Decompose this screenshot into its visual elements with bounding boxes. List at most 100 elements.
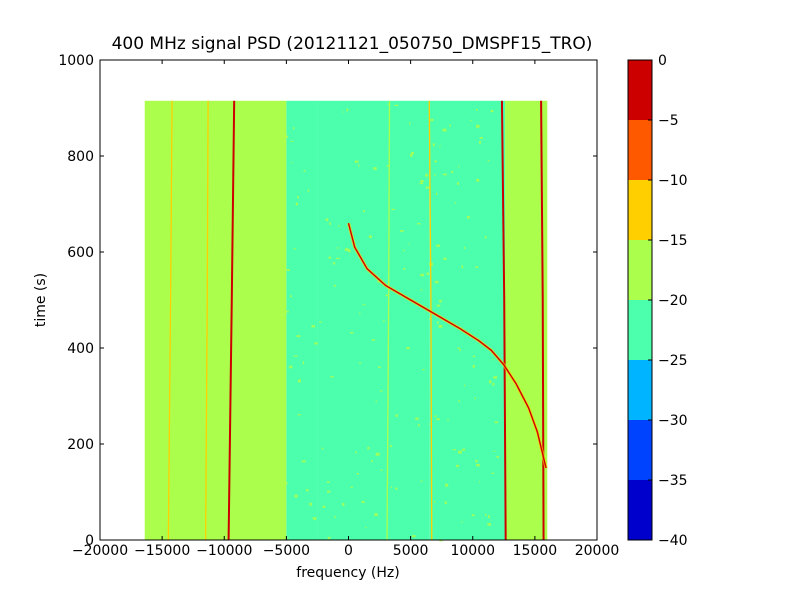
psd-speckle xyxy=(452,449,457,451)
psd-speckle xyxy=(326,481,330,483)
psd-speckle xyxy=(371,339,376,341)
x-tick-label: −20000 xyxy=(72,543,128,559)
psd-speckle xyxy=(406,347,410,350)
colorbar-axis: −40 −35 −30 −25 −20 −15 −10 −5 0 xyxy=(648,53,688,549)
psd-speckle xyxy=(403,267,406,270)
psd-speckle xyxy=(337,247,339,249)
psd-speckle xyxy=(439,145,441,147)
psd-speckle xyxy=(490,109,494,113)
x-tick-label: 20000 xyxy=(575,543,620,559)
psd-speckle xyxy=(302,361,305,365)
psd-speckle xyxy=(286,310,289,313)
psd-speckle xyxy=(344,248,349,252)
psd-speckle xyxy=(295,202,298,206)
psd-speckle xyxy=(296,335,301,338)
psd-speckle xyxy=(466,215,470,219)
psd-speckle xyxy=(455,464,460,468)
psd-speckle xyxy=(350,486,353,489)
carrier-line xyxy=(500,100,507,541)
psd-speckle xyxy=(492,382,495,386)
psd-speckle xyxy=(476,464,480,467)
psd-speckle xyxy=(476,108,478,111)
psd-speckle xyxy=(358,164,360,167)
psd-band xyxy=(317,100,430,541)
psd-speckle xyxy=(438,324,443,328)
psd-speckle xyxy=(400,230,404,232)
psd-speckle xyxy=(293,355,298,357)
colorbar-segment xyxy=(628,300,652,360)
y-tick-label: 600 xyxy=(67,245,94,261)
carrier-line xyxy=(386,100,391,541)
psd-speckle xyxy=(409,154,413,157)
psd-speckle xyxy=(333,284,336,288)
x-tick-label: −10000 xyxy=(196,543,252,559)
heatmap-plot xyxy=(144,100,548,542)
psd-speckle xyxy=(365,526,367,528)
colorbar-tick-label: −25 xyxy=(658,353,688,369)
psd-speckle xyxy=(443,257,447,260)
psd-speckle xyxy=(457,347,461,349)
colorbar-tick-label: 0 xyxy=(658,53,667,69)
psd-speckle xyxy=(422,369,425,371)
psd-speckle xyxy=(321,447,324,450)
psd-speckle xyxy=(287,537,289,539)
psd-speckle xyxy=(292,126,295,130)
psd-speckle xyxy=(293,248,297,250)
colorbar-tick-label: −10 xyxy=(658,173,688,189)
psd-speckle xyxy=(342,111,344,113)
psd-speckle xyxy=(436,418,440,421)
psd-speckle xyxy=(447,419,449,421)
psd-speckle xyxy=(309,502,313,506)
psd-speckle xyxy=(425,186,430,189)
psd-speckle xyxy=(479,137,483,139)
psd-speckle xyxy=(474,397,476,400)
y-tick-label: 1000 xyxy=(58,53,94,69)
colorbar-tick-label: −5 xyxy=(658,113,679,129)
psd-speckle xyxy=(375,400,377,403)
psd-speckle xyxy=(297,195,299,199)
psd-speckle xyxy=(307,189,310,192)
psd-speckle xyxy=(291,162,293,164)
psd-speckle xyxy=(347,249,351,253)
carrier-line xyxy=(428,100,433,541)
psd-speckle xyxy=(361,500,365,504)
x-tick-label: −15000 xyxy=(134,543,190,559)
psd-speckle xyxy=(476,178,480,182)
psd-speckle xyxy=(434,173,436,176)
psd-speckle xyxy=(429,423,432,426)
psd-speckle xyxy=(391,208,396,211)
psd-speckle xyxy=(311,325,316,328)
psd-speckle xyxy=(336,257,340,260)
carrier-line xyxy=(278,100,283,541)
colorbar-tick-label: −35 xyxy=(658,473,688,489)
psd-speckle xyxy=(371,460,373,463)
psd-speckle xyxy=(461,265,464,269)
psd-speckle xyxy=(434,160,438,163)
psd-speckle xyxy=(394,104,399,106)
colorbar-segment xyxy=(628,240,652,300)
psd-speckle xyxy=(470,119,472,121)
psd-speckle xyxy=(429,318,431,320)
psd-speckle xyxy=(419,183,424,185)
x-axis: −20000 −15000 −10000 −5000 0 5000 10000 15000 20… xyxy=(72,60,619,559)
psd-speckle xyxy=(362,210,365,213)
psd-speckle xyxy=(439,299,442,303)
x-tick-label: 0 xyxy=(344,543,353,559)
psd-speckle xyxy=(342,502,345,506)
psd-speckle xyxy=(395,414,398,417)
psd-speckle xyxy=(374,513,378,517)
psd-speckle xyxy=(408,243,410,245)
psd-speckle xyxy=(437,321,439,325)
psd-speckle xyxy=(434,415,437,418)
psd-speckle xyxy=(457,182,460,185)
psd-speckle xyxy=(395,487,398,490)
psd-speckle xyxy=(487,523,491,526)
x-axis-label: frequency (Hz) xyxy=(296,565,399,581)
carrier-line xyxy=(167,100,173,541)
psd-speckle xyxy=(487,160,490,162)
psd-speckle xyxy=(472,365,475,368)
psd-speckle xyxy=(386,165,389,167)
psd-speckle xyxy=(411,535,416,538)
psd-speckle xyxy=(459,349,461,352)
psd-speckle xyxy=(314,342,318,345)
